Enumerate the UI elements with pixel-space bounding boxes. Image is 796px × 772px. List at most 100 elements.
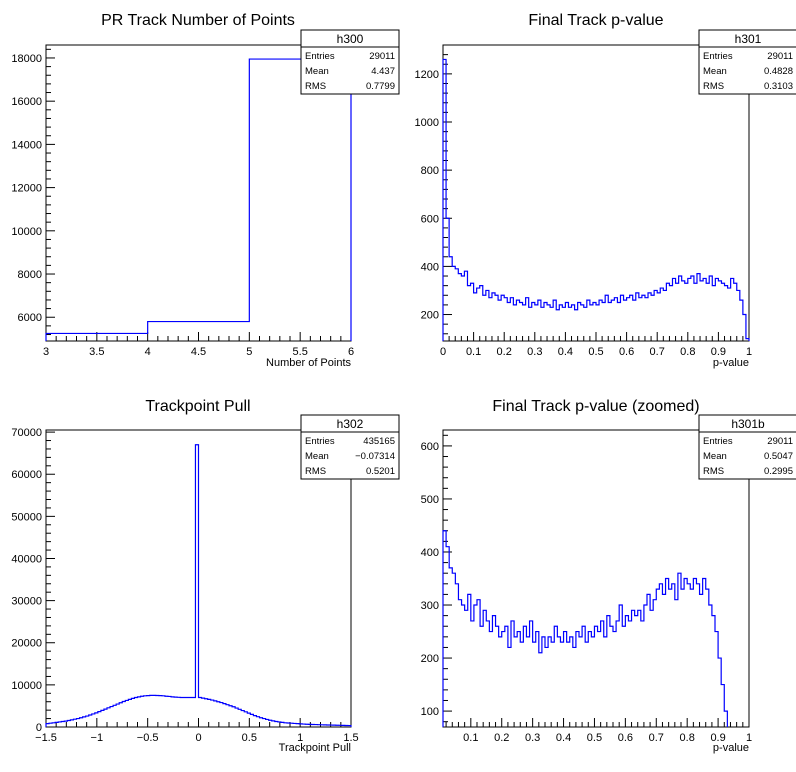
x-tick-label: 5 bbox=[246, 346, 252, 358]
y-tick-label: 300 bbox=[421, 600, 439, 612]
x-tick-label: 0.4 bbox=[556, 732, 571, 744]
stats-box-frame bbox=[300, 414, 400, 480]
histogram-series bbox=[442, 58, 750, 341]
stats-row-value: 4.437 bbox=[371, 66, 395, 77]
histogram-series bbox=[442, 530, 728, 727]
stats-box-frame bbox=[300, 29, 400, 95]
stats-row-value: 29011 bbox=[767, 51, 793, 62]
stats-row-label: RMS bbox=[703, 466, 724, 477]
x-tick-label: 4.5 bbox=[191, 346, 206, 358]
y-tick-label: 20000 bbox=[11, 638, 42, 650]
x-axis-title: p-value bbox=[713, 357, 749, 369]
x-axis-title: Trackpoint Pull bbox=[279, 742, 351, 754]
x-tick-label: 0.9 bbox=[711, 346, 726, 358]
x-tick-label: 0.8 bbox=[680, 346, 695, 358]
x-axis-title: Number of Points bbox=[266, 357, 351, 369]
stats-row-label: RMS bbox=[305, 466, 326, 477]
y-tick-label: 8000 bbox=[18, 269, 42, 281]
x-tick-label: 1.5 bbox=[343, 732, 358, 744]
x-tick-label: 0.3 bbox=[525, 732, 540, 744]
x-tick-label: 1 bbox=[297, 732, 303, 744]
x-tick-label: 0.4 bbox=[558, 346, 573, 358]
histogram-series bbox=[45, 58, 352, 341]
stats-row-label: RMS bbox=[305, 81, 326, 92]
stats-row-value: 29011 bbox=[369, 51, 395, 62]
x-tick-label: 0.5 bbox=[587, 732, 602, 744]
y-tick-label: 50000 bbox=[11, 511, 42, 523]
histogram-series bbox=[45, 444, 352, 727]
x-tick-label: 0.7 bbox=[650, 346, 665, 358]
chart-title: Final Track p-value bbox=[528, 12, 663, 29]
stats-box-title: h301b bbox=[731, 417, 765, 431]
x-tick-label: 0.1 bbox=[466, 346, 481, 358]
x-tick-label: 1 bbox=[746, 732, 752, 744]
histogram-panel: Trackpoint Pull −1.5 −1 −0.5 0 0.5 1 1.5 0 10000 2… bbox=[11, 398, 400, 754]
x-tick-label: 0.2 bbox=[497, 346, 512, 358]
stats-row-value: 0.5047 bbox=[764, 451, 793, 462]
stats-row-label: Mean bbox=[305, 451, 329, 462]
stats-row-value: 0.2995 bbox=[764, 466, 793, 477]
y-tick-label: 200 bbox=[421, 310, 439, 322]
y-tick-label: 60000 bbox=[11, 469, 42, 481]
stats-row-value: 0.7799 bbox=[366, 81, 395, 92]
y-tick-label: 16000 bbox=[11, 96, 42, 108]
stats-row-value: 0.3103 bbox=[764, 81, 793, 92]
stats-box-frame bbox=[698, 414, 796, 480]
stats-row-label: Entries bbox=[305, 436, 335, 447]
y-tick-label: 600 bbox=[421, 213, 439, 225]
chart-title: Final Track p-value (zoomed) bbox=[492, 398, 699, 415]
y-tick-label: 18000 bbox=[11, 53, 42, 65]
x-tick-label: −1.5 bbox=[35, 732, 57, 744]
histogram-panel: PR Track Number of Points 3 3.5 4 4.5 5 5.5 6 60… bbox=[11, 12, 400, 369]
stats-row-label: Mean bbox=[703, 66, 727, 77]
x-tick-label: −1 bbox=[91, 732, 104, 744]
stats-box-frame bbox=[698, 29, 796, 95]
x-tick-label: 3 bbox=[43, 346, 49, 358]
x-tick-label: 5.5 bbox=[293, 346, 308, 358]
histogram-panel: Final Track p-value (zoomed) 0.1 0.2 0.3 0.4… bbox=[421, 398, 796, 754]
y-tick-label: 70000 bbox=[11, 427, 42, 439]
y-tick-label: 400 bbox=[421, 261, 439, 273]
y-tick-label: 14000 bbox=[11, 139, 42, 151]
stats-box: h301b Entries 29011 Mean 0.5047 RMS 0.2995 bbox=[698, 414, 796, 480]
chart-title: Trackpoint Pull bbox=[145, 398, 250, 415]
y-tick-label: 500 bbox=[421, 494, 439, 506]
y-tick-label: 1200 bbox=[415, 69, 439, 81]
y-tick-label: 40000 bbox=[11, 553, 42, 565]
x-tick-label: 0.7 bbox=[649, 732, 664, 744]
x-tick-label: 0.5 bbox=[588, 346, 603, 358]
x-tick-label: 0.3 bbox=[527, 346, 542, 358]
y-tick-label: 200 bbox=[421, 653, 439, 665]
x-axis-title: p-value bbox=[713, 742, 749, 754]
y-tick-label: 1000 bbox=[415, 117, 439, 129]
x-tick-label: 0.2 bbox=[494, 732, 509, 744]
stats-row-value: 0.4828 bbox=[764, 66, 793, 77]
x-tick-label: 1 bbox=[746, 346, 752, 358]
stats-row-value: −0.07314 bbox=[355, 451, 395, 462]
y-tick-label: 10000 bbox=[11, 226, 42, 238]
y-tick-label: 600 bbox=[421, 441, 439, 453]
x-tick-label: −0.5 bbox=[137, 732, 159, 744]
y-tick-label: 12000 bbox=[11, 183, 42, 195]
x-tick-label: 0.8 bbox=[680, 732, 695, 744]
x-tick-label: 6 bbox=[348, 346, 354, 358]
x-tick-label: 0.9 bbox=[710, 732, 725, 744]
y-tick-label: 400 bbox=[421, 547, 439, 559]
x-tick-label: 3.5 bbox=[89, 346, 104, 358]
x-tick-label: 4 bbox=[145, 346, 151, 358]
stats-row-value: 0.5201 bbox=[366, 466, 395, 477]
histogram-panel: Final Track p-value 0 0.1 0.2 0.3 0.4 0.5 0.6 0.… bbox=[415, 12, 796, 369]
x-tick-label: 0.6 bbox=[618, 732, 633, 744]
y-tick-label: 0 bbox=[36, 722, 42, 734]
stats-row-label: RMS bbox=[703, 81, 724, 92]
x-tick-label: 0.1 bbox=[463, 732, 478, 744]
stats-row-label: Mean bbox=[305, 66, 329, 77]
stats-row-label: Entries bbox=[703, 436, 733, 447]
x-tick-label: 0.6 bbox=[619, 346, 634, 358]
stats-box-title: h301 bbox=[735, 32, 762, 46]
y-tick-label: 800 bbox=[421, 165, 439, 177]
